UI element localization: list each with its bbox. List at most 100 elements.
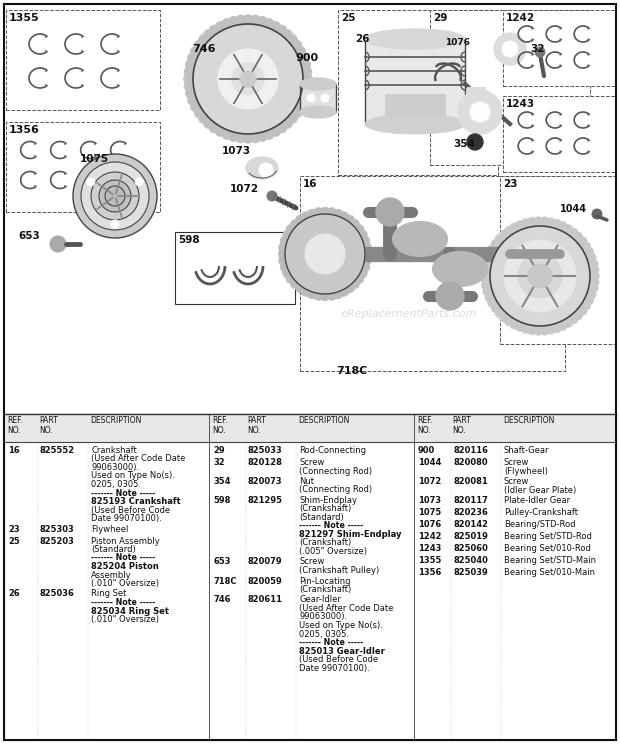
Circle shape <box>590 272 600 280</box>
Circle shape <box>485 293 494 302</box>
Text: Pulley-Crankshaft: Pulley-Crankshaft <box>504 508 578 517</box>
Text: REF.
NO.: REF. NO. <box>417 416 433 435</box>
Circle shape <box>569 315 578 324</box>
Circle shape <box>491 304 500 312</box>
Text: 825204 Piston: 825204 Piston <box>91 562 159 571</box>
Circle shape <box>194 40 204 50</box>
Ellipse shape <box>365 114 465 134</box>
Text: Bearing Set/STD-Rod: Bearing Set/STD-Rod <box>504 532 592 541</box>
Circle shape <box>320 291 330 301</box>
Bar <box>385 94 445 116</box>
Circle shape <box>490 226 590 326</box>
Bar <box>4 414 616 442</box>
Bar <box>503 96 616 172</box>
Text: Shim-Endplay: Shim-Endplay <box>299 496 357 505</box>
Circle shape <box>240 71 256 87</box>
Circle shape <box>502 41 518 57</box>
Ellipse shape <box>433 251 487 286</box>
Circle shape <box>222 19 232 28</box>
Circle shape <box>528 264 552 288</box>
Text: 1073: 1073 <box>222 146 251 156</box>
Circle shape <box>521 218 531 228</box>
Text: 25: 25 <box>8 536 20 545</box>
Circle shape <box>50 236 66 252</box>
Text: 820080: 820080 <box>453 458 487 467</box>
Circle shape <box>81 162 149 230</box>
Circle shape <box>236 15 246 25</box>
Circle shape <box>99 180 131 212</box>
Circle shape <box>360 236 370 246</box>
Circle shape <box>559 321 567 330</box>
Circle shape <box>305 234 345 274</box>
Text: 825036: 825036 <box>40 589 75 598</box>
Circle shape <box>257 16 267 26</box>
Circle shape <box>357 268 368 278</box>
Text: REF.
NO.: REF. NO. <box>7 416 22 435</box>
Text: (.010" Oversize): (.010" Oversize) <box>91 615 159 624</box>
Circle shape <box>564 318 573 327</box>
Text: (Standard): (Standard) <box>299 513 343 522</box>
Circle shape <box>288 34 298 45</box>
Circle shape <box>187 53 197 63</box>
Circle shape <box>285 214 365 294</box>
Circle shape <box>218 49 278 109</box>
Text: 820236: 820236 <box>453 508 488 517</box>
Text: Date 99070100).: Date 99070100). <box>91 514 162 523</box>
Circle shape <box>215 22 225 31</box>
Text: 746: 746 <box>213 595 231 604</box>
Circle shape <box>209 123 219 133</box>
Text: ------- Note -----: ------- Note ----- <box>91 554 155 562</box>
Text: Gear-Idler: Gear-Idler <box>299 595 341 604</box>
Text: 653: 653 <box>213 557 231 566</box>
Circle shape <box>271 126 281 137</box>
Text: Used on Type No(s).: Used on Type No(s). <box>299 621 383 630</box>
Circle shape <box>483 287 492 296</box>
Text: Ring Set: Ring Set <box>91 589 126 598</box>
Text: 29: 29 <box>433 13 448 23</box>
Text: eReplacementParts.com: eReplacementParts.com <box>340 309 476 319</box>
Circle shape <box>277 25 287 35</box>
Circle shape <box>483 256 492 265</box>
Text: Screw: Screw <box>504 477 529 486</box>
Text: 16: 16 <box>8 446 20 455</box>
Circle shape <box>360 262 370 272</box>
Circle shape <box>307 94 315 102</box>
Circle shape <box>267 191 277 201</box>
Circle shape <box>361 243 371 252</box>
Circle shape <box>339 211 349 222</box>
Circle shape <box>280 262 290 272</box>
Text: 820059: 820059 <box>248 577 283 586</box>
Text: 821295: 821295 <box>248 496 283 505</box>
Text: ------- Note -----: ------- Note ----- <box>91 489 155 498</box>
Text: 825193 Crankshaft: 825193 Crankshaft <box>91 497 181 506</box>
Text: Nut: Nut <box>299 477 314 486</box>
Text: 825034 Ring Set: 825034 Ring Set <box>91 606 169 615</box>
Text: 1243: 1243 <box>506 99 535 109</box>
Text: 820116: 820116 <box>453 446 488 455</box>
Ellipse shape <box>392 222 448 257</box>
Text: (Used After Code Date: (Used After Code Date <box>299 604 393 613</box>
Text: (Crankshaft): (Crankshaft) <box>299 539 352 548</box>
Circle shape <box>528 326 537 335</box>
Circle shape <box>295 283 305 293</box>
Text: (Crankshaft): (Crankshaft) <box>299 585 352 594</box>
Circle shape <box>574 311 583 320</box>
Circle shape <box>259 163 273 177</box>
Circle shape <box>350 219 360 229</box>
Circle shape <box>350 279 360 289</box>
Text: 820128: 820128 <box>248 458 283 467</box>
Circle shape <box>307 209 317 219</box>
Text: Flywheel: Flywheel <box>91 525 128 533</box>
Circle shape <box>376 198 404 226</box>
Text: (.005" Oversize): (.005" Oversize) <box>299 547 367 556</box>
Text: 354: 354 <box>453 139 475 149</box>
Circle shape <box>203 30 213 39</box>
Circle shape <box>184 81 194 92</box>
Circle shape <box>290 279 300 289</box>
Text: Bearing Set/010-Main: Bearing Set/010-Main <box>504 568 595 577</box>
Text: 1356: 1356 <box>418 568 441 577</box>
Circle shape <box>534 327 543 336</box>
Text: 820073: 820073 <box>248 477 283 486</box>
Circle shape <box>209 25 219 35</box>
Circle shape <box>481 262 490 271</box>
